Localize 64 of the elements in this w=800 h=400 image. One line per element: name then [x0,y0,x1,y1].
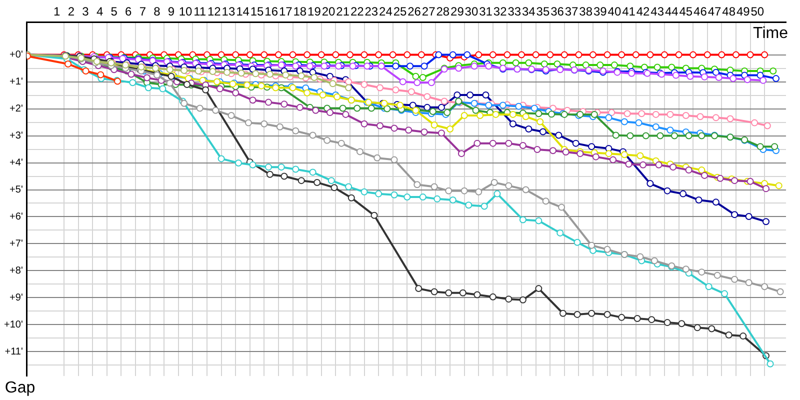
x-tick-label: 19 [308,4,322,19]
y-tick-label: +0' [10,50,23,61]
x-tick-label: 44 [664,4,679,19]
x-tick-label: 30 [464,4,478,19]
x-tick-label: 43 [650,4,664,19]
y-tick-label: +3' [10,130,23,142]
x-tick-label: 20 [322,4,336,19]
x-tick-label: 26 [408,4,422,19]
y-axis-title: Gap [4,379,36,396]
x-tick-label: 15 [250,4,264,19]
x-tick-label: 46 [694,4,708,19]
x-tick-label: 48 [722,4,736,19]
x-tick-label: 9 [168,4,175,19]
x-tick-label: 40 [608,4,622,19]
x-tick-label: 38 [579,4,593,19]
y-tick-label: +8' [10,265,23,276]
x-axis-title: Time [753,24,788,42]
x-tick-label: 11 [194,4,206,19]
x-tick-label: 8 [154,4,161,19]
x-tick-label: 42 [636,4,650,19]
y-tick-label: +2' [10,104,23,115]
x-tick-label: 1 [54,4,61,19]
x-tick-label: 45 [679,4,693,19]
x-tick-label: 47 [708,4,722,19]
x-tick-label: 41 [622,4,636,19]
x-tick-label: 49 [736,4,750,19]
x-tick-label: 2 [68,4,75,19]
x-tick-label: 35 [536,4,550,19]
y-tick-label: +10' [4,319,23,330]
x-tick-label: 6 [125,4,132,19]
x-tick-label: 28 [436,4,450,19]
y-tick-label: +11' [4,346,23,358]
x-tick-label: 39 [593,4,608,19]
y-tick-label: +7' [10,238,23,250]
x-tick-label: 13 [222,4,236,19]
x-tick-label: 33 [508,4,522,19]
x-tick-label: 34 [522,4,536,19]
y-tick-label: +5' [10,184,23,196]
x-tick-label: 25 [393,4,407,19]
x-tick-label: 37 [564,4,579,19]
x-tick-label: 24 [379,4,393,19]
x-tick-label: 50 [750,4,764,19]
x-tick-label: 3 [82,4,90,19]
x-tick-label: 12 [207,4,222,19]
x-tick-label: 22 [350,4,364,19]
x-tick-label: 16 [264,4,278,19]
x-tick-label: 10 [178,4,193,19]
x-tick-label: 14 [236,4,250,19]
x-tick-label: 5 [110,4,118,19]
x-tick-label: 29 [450,4,464,19]
x-tick-label: 32 [493,4,508,19]
y-tick-label: +9' [10,292,23,304]
x-tick-label: 31 [479,4,493,19]
y-tick-label: +4' [10,158,23,169]
x-tick-label: 4 [96,4,104,19]
x-tick-label: 27 [422,4,436,19]
x-tick-label: 21 [336,4,350,19]
y-tick-label: +1' [10,76,23,88]
x-tick-label: 36 [550,4,564,19]
y-tick-label: +6' [10,211,23,222]
x-tick-label: 7 [139,4,146,19]
x-tick-label: 23 [364,4,378,19]
x-tick-label: 18 [293,4,307,19]
x-tick-label: 17 [278,4,293,19]
